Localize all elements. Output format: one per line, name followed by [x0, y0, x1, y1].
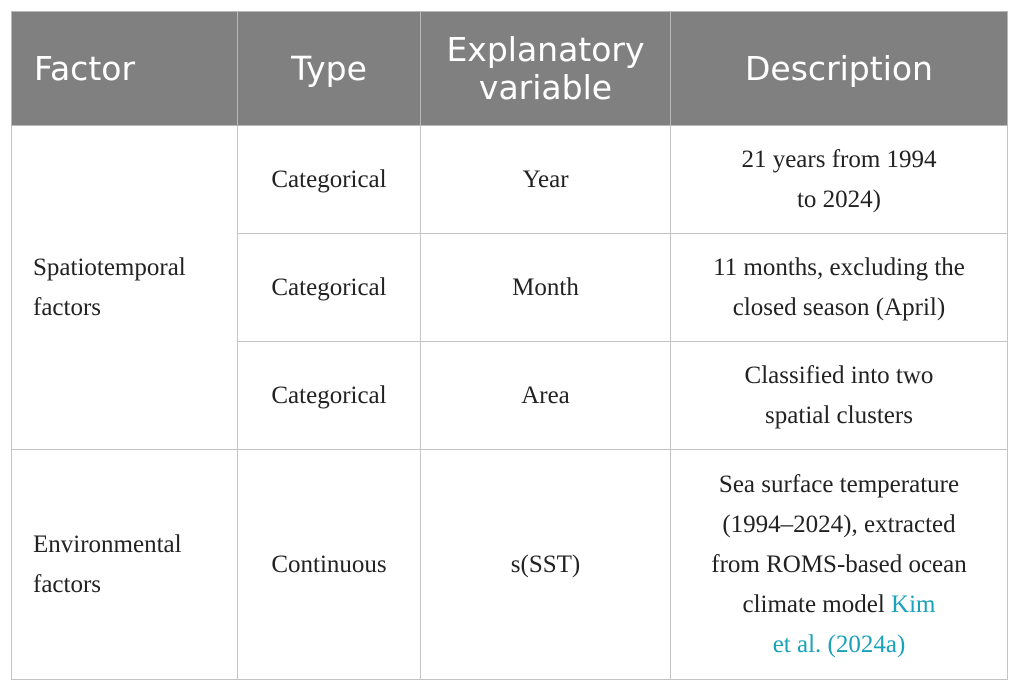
description-line: Classified into two — [744, 361, 934, 389]
variable-cell: Year — [420, 125, 671, 234]
factor-cell-environmental: Environmental factors — [11, 449, 238, 680]
table-row: Environmental factors Continuous s(SST) … — [11, 449, 1008, 680]
header-variable-line-2: variable — [478, 67, 613, 107]
description-line: to 2024) — [796, 185, 882, 213]
table-row: Spatiotemporal factors Categorical Year … — [11, 125, 1008, 450]
description-text: climate model — [742, 590, 892, 618]
description-line: 21 years from 1994 — [741, 145, 937, 173]
table-row: Categorical Month 11 months, excluding t… — [12, 233, 1008, 342]
type-cell: Categorical — [237, 233, 421, 342]
description-line: Sea surface temperature — [718, 470, 960, 498]
variable-cell: Area — [420, 341, 671, 450]
description-line: from ROMS-based ocean — [711, 550, 967, 578]
description-cell: 21 years from 1994 to 2024) — [670, 125, 1008, 234]
header-explanatory-variable: Explanatory variable — [420, 11, 671, 126]
description-cell: Classified into two spatial clusters — [670, 341, 1008, 450]
description-line: closed season (April) — [732, 293, 946, 321]
factor-label-line-2: factors — [33, 570, 102, 598]
factor-cell-spatiotemporal: Spatiotemporal factors — [11, 125, 238, 450]
citation-link-kim-continued[interactable]: et al. (2024a) — [772, 630, 906, 658]
description-line: (1994–2024), extracted — [722, 510, 956, 538]
variable-cell: s(SST) — [420, 449, 671, 680]
header-row: Factor Type Explanatory variable Descrip… — [11, 11, 1008, 126]
header-description: Description — [670, 11, 1008, 126]
description-line: 11 months, excluding the — [713, 253, 965, 281]
header-factor: Factor — [11, 11, 238, 126]
factor-label-line-2: factors — [33, 293, 102, 321]
factor-label-line-1: Spatiotemporal — [33, 253, 186, 281]
variable-cell: Month — [420, 233, 671, 342]
factor-label-line-1: Environmental — [33, 530, 182, 558]
header-variable-line-1: Explanatory — [446, 29, 645, 69]
description-cell: 11 months, excluding the closed season (… — [670, 233, 1008, 342]
type-cell: Categorical — [237, 341, 421, 450]
data-table: Factor Type Explanatory variable Descrip… — [11, 11, 1008, 680]
table-row: Categorical Area Classified into two spa… — [12, 341, 1008, 450]
citation-link-kim[interactable]: Kim — [891, 590, 936, 618]
description-line: spatial clusters — [765, 401, 913, 429]
type-cell: Categorical — [237, 125, 421, 234]
description-cell: Sea surface temperature (1994–2024), ext… — [670, 449, 1008, 680]
header-type: Type — [237, 11, 421, 126]
type-cell: Continuous — [237, 449, 421, 680]
description-line: climate model Kim — [681, 585, 997, 625]
